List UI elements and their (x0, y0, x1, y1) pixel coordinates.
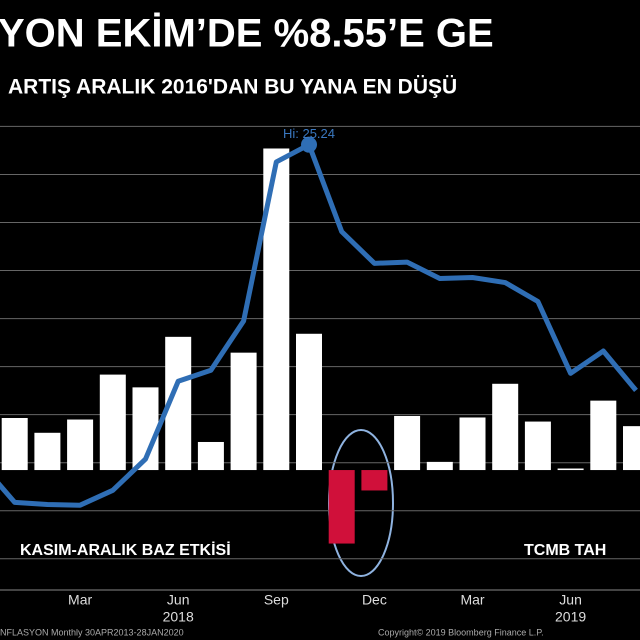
plot (0, 125, 640, 560)
x-year-label: 2018 (163, 609, 194, 625)
bar (459, 417, 486, 471)
bar (394, 415, 421, 471)
bar (296, 333, 322, 471)
footer: Copyright© 2019 Bloomberg Finance L.P. (378, 627, 544, 637)
chart-subtitle: ARTIŞ ARALIK 2016'DAN BU YANA EN DÜŞÜ (8, 76, 457, 99)
bar (328, 470, 355, 544)
bar (492, 383, 519, 471)
bar (426, 461, 453, 471)
bar (361, 470, 388, 491)
bar (1, 417, 28, 471)
bar (99, 374, 126, 471)
bar (590, 400, 617, 471)
bar (524, 421, 551, 471)
x-tick-label: Mar (68, 592, 92, 608)
x-tick-label: Sep (264, 592, 289, 608)
x-tick-label: Mar (460, 592, 484, 608)
x-tick-label: Jun (559, 592, 582, 608)
bar (557, 468, 584, 471)
high-label: Hi: 25.24 (283, 126, 335, 141)
x-tick-label: Jun (167, 592, 190, 608)
annotation: TCMB TAH (524, 542, 606, 559)
bar (197, 441, 224, 471)
x-tick-label: Dec (362, 592, 387, 608)
bar (34, 432, 61, 471)
chart-title: YON EKİM’DE %8.55’E GE (0, 12, 494, 56)
footer: NFLASYON Monthly 30APR2013-28JAN2020 (0, 627, 184, 637)
x-year-label: 2019 (555, 609, 586, 625)
bar (230, 352, 257, 471)
annotation: KASIM-ARALIK BAZ ETKİSİ (20, 541, 231, 559)
bar (623, 426, 640, 471)
bar (67, 419, 94, 471)
high-marker (301, 136, 317, 153)
